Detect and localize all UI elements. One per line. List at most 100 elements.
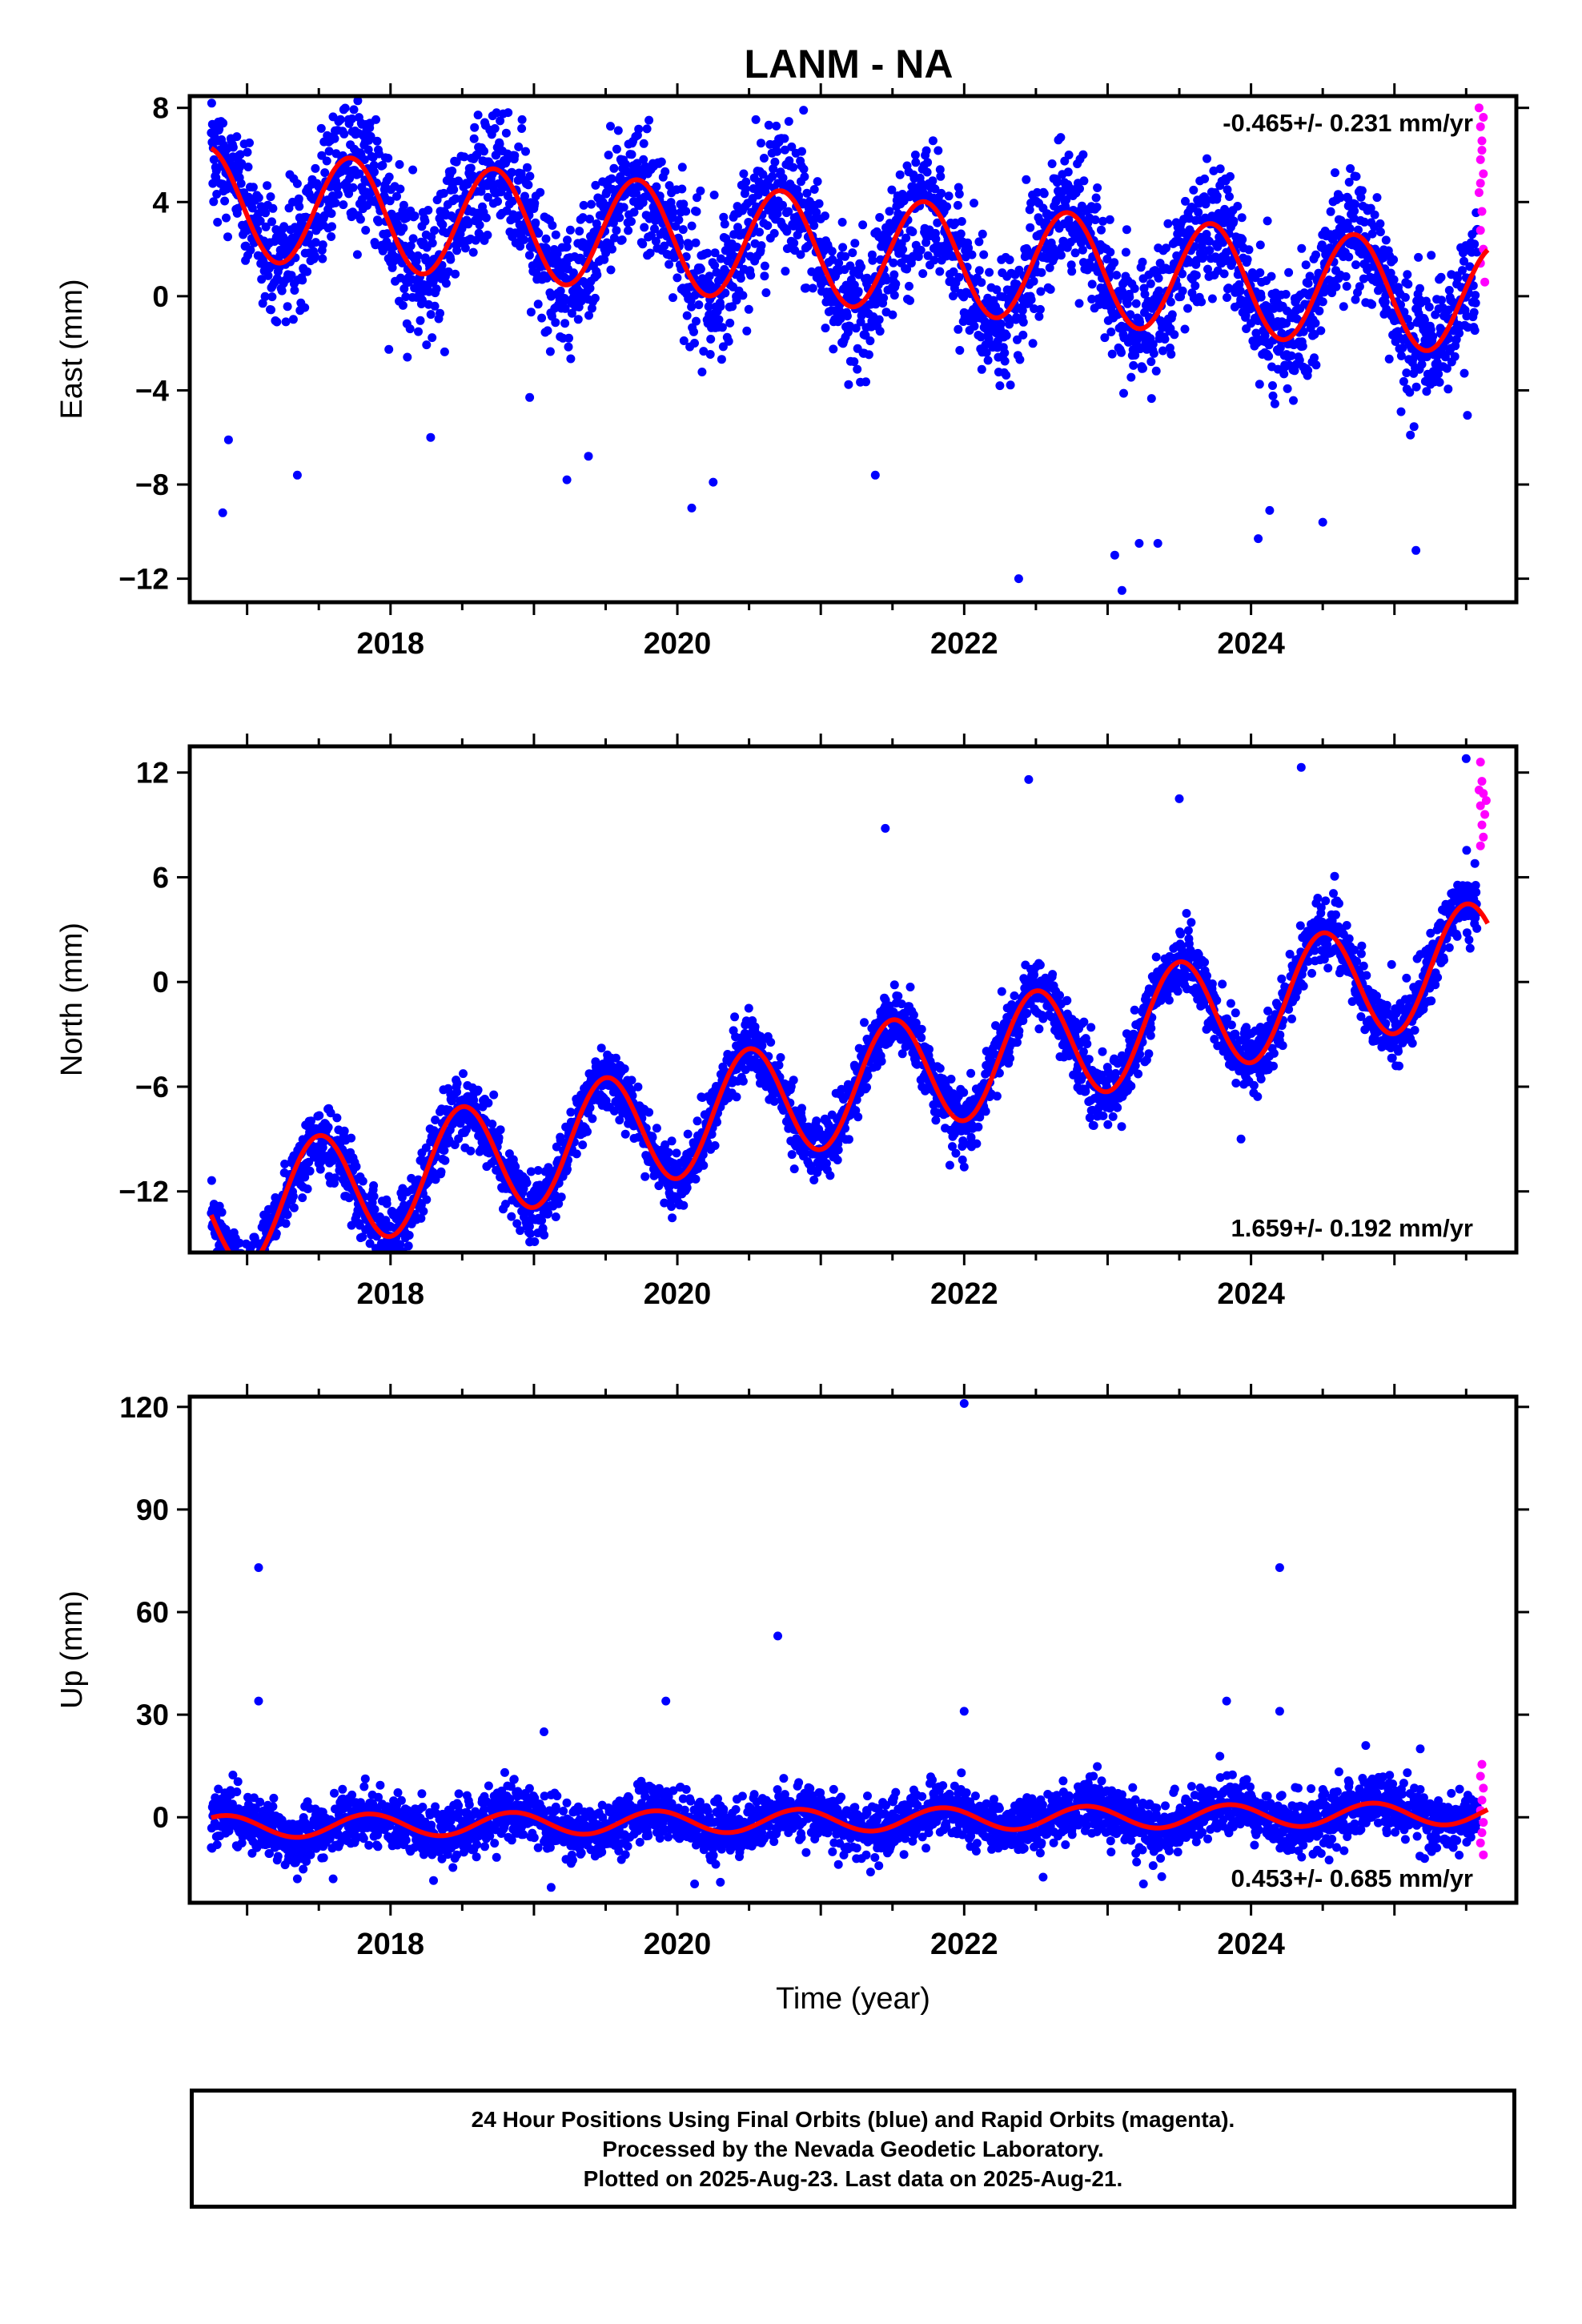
- data-point: [628, 1091, 637, 1100]
- data-point: [238, 1258, 247, 1267]
- data-point: [516, 242, 525, 251]
- data-point: [1299, 327, 1308, 336]
- data-point: [1427, 251, 1436, 260]
- data-point: [396, 184, 405, 194]
- data-point: [383, 229, 392, 239]
- data-point: [1398, 344, 1407, 352]
- data-point: [460, 243, 470, 253]
- x-tick-label: 2022: [930, 627, 998, 661]
- data-point: [583, 1127, 592, 1136]
- data-point: [687, 221, 697, 231]
- data-point: [1419, 316, 1429, 325]
- data-point: [693, 193, 701, 203]
- data-point: [1326, 207, 1335, 216]
- data-point: [956, 229, 966, 239]
- data-point: [520, 235, 528, 244]
- data-point: [404, 1241, 413, 1251]
- data-point: [638, 239, 648, 249]
- data-point: [648, 1132, 657, 1142]
- data-point: [212, 190, 222, 199]
- series-final-orbits: [207, 754, 1482, 1275]
- data-point: [496, 116, 505, 126]
- data-point: [684, 242, 693, 251]
- data-point: [865, 336, 875, 346]
- data-point-outlier: [870, 470, 880, 480]
- data-point: [644, 115, 654, 125]
- data-point: [1463, 411, 1472, 420]
- data-point-outlier: [634, 124, 644, 134]
- data-point: [1056, 133, 1066, 143]
- data-point: [464, 219, 473, 229]
- data-point: [566, 1108, 576, 1117]
- data-point: [1460, 256, 1468, 266]
- series-final-orbits: [207, 86, 1482, 595]
- data-point: [431, 1175, 440, 1184]
- data-point: [1341, 271, 1351, 281]
- data-point: [342, 86, 351, 94]
- data-point-outlier: [1153, 539, 1162, 548]
- data-point: [1189, 185, 1199, 195]
- data-point: [237, 1266, 246, 1275]
- data-point: [611, 1053, 620, 1063]
- data-point: [667, 1202, 677, 1212]
- data-point: [1126, 310, 1135, 320]
- rapid-point: [1476, 226, 1485, 235]
- data-point: [287, 271, 296, 280]
- data-point: [691, 1174, 701, 1184]
- data-point: [1342, 282, 1351, 291]
- data-point: [552, 1142, 561, 1152]
- data-point: [347, 1133, 356, 1143]
- data-point-outlier: [426, 432, 436, 442]
- data-point: [769, 228, 779, 238]
- data-point: [1470, 239, 1480, 249]
- data-point: [468, 247, 478, 257]
- data-point: [1316, 326, 1326, 336]
- data-point: [444, 267, 453, 276]
- data-point: [232, 132, 242, 142]
- data-point: [263, 271, 273, 280]
- data-point: [384, 344, 394, 354]
- data-point: [953, 200, 962, 210]
- rapid-point: [1476, 179, 1485, 188]
- data-point: [1469, 308, 1479, 317]
- data-point: [404, 1231, 414, 1240]
- data-point: [502, 206, 512, 215]
- data-point: [1458, 266, 1467, 275]
- data-point: [1435, 377, 1444, 387]
- data-point: [1356, 192, 1366, 202]
- data-point: [564, 342, 573, 352]
- data-point: [374, 149, 383, 159]
- data-point: [861, 377, 870, 387]
- data-point: [248, 1253, 257, 1262]
- data-point: [234, 1261, 243, 1269]
- data-point: [902, 264, 912, 274]
- data-point-outlier: [1064, 151, 1074, 159]
- data-point: [395, 159, 404, 169]
- data-point: [733, 243, 741, 251]
- data-point: [944, 191, 954, 201]
- data-point: [566, 354, 576, 364]
- data-point: [827, 247, 837, 256]
- data-point: [844, 1135, 853, 1144]
- data-point: [1350, 207, 1359, 215]
- data-point: [417, 296, 427, 305]
- data-point: [812, 207, 821, 217]
- data-point: [1172, 281, 1182, 290]
- data-point: [781, 267, 790, 276]
- data-point: [1287, 351, 1296, 360]
- data-point: [613, 126, 623, 135]
- data-point: [399, 223, 408, 233]
- x-tick-label: 2018: [357, 627, 425, 661]
- data-point: [389, 1266, 398, 1275]
- data-point: [887, 185, 897, 195]
- data-point: [696, 186, 705, 195]
- data-point: [627, 150, 636, 159]
- data-point: [585, 1103, 595, 1112]
- data-point: [207, 1176, 216, 1185]
- data-point: [713, 1117, 721, 1127]
- data-point: [652, 182, 661, 191]
- data-point: [809, 185, 819, 194]
- data-point: [416, 1213, 426, 1223]
- data-point: [578, 213, 588, 223]
- data-point: [424, 206, 433, 215]
